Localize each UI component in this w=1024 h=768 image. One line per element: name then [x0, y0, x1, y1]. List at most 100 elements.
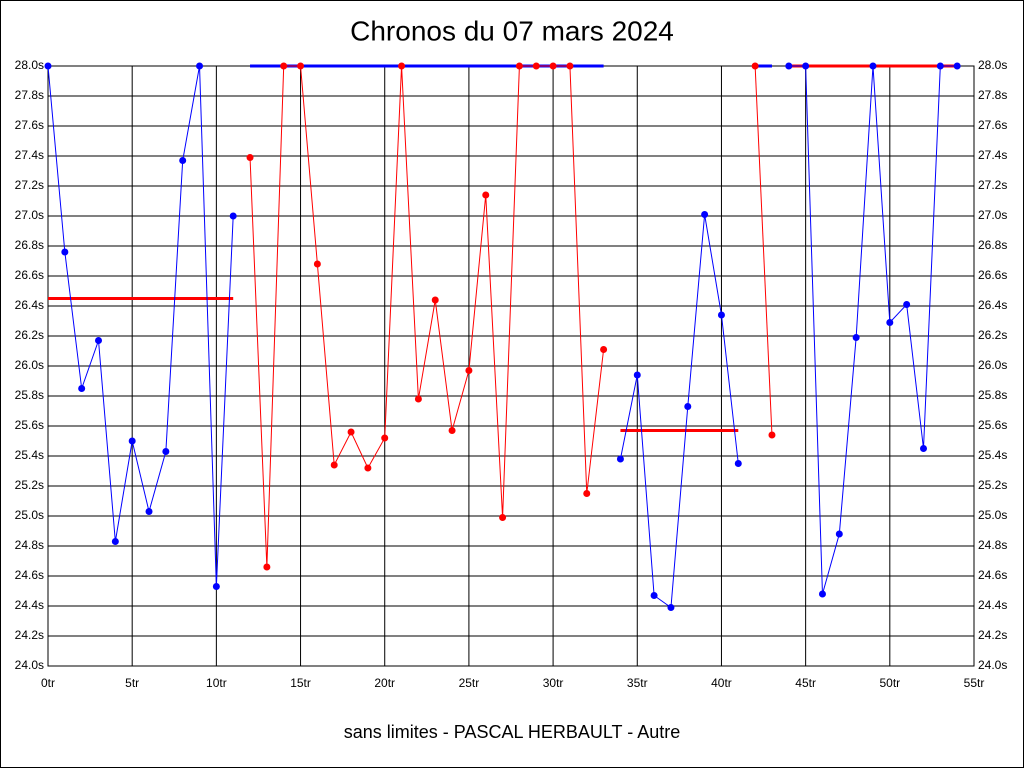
data-point — [566, 62, 574, 70]
x-tick-label: 0tr — [41, 676, 55, 690]
data-point — [44, 62, 52, 70]
x-tick-label: 25tr — [459, 676, 480, 690]
x-tick-label: 55tr — [964, 676, 985, 690]
data-point — [583, 490, 591, 497]
y2-tick-label: 27.2s — [978, 178, 1007, 192]
data-point — [835, 530, 843, 538]
x-tick-label: 20tr — [374, 676, 395, 690]
data-point — [684, 403, 692, 410]
y2-tick-label: 24.2s — [978, 628, 1007, 642]
data-point — [347, 428, 355, 436]
data-point — [785, 62, 793, 70]
data-point — [111, 538, 119, 545]
data-point — [61, 248, 69, 256]
data-point — [869, 62, 877, 70]
x-tick-label: 50tr — [879, 676, 900, 690]
data-point — [128, 437, 136, 445]
y2-tick-label: 25.4s — [978, 448, 1007, 462]
y-tick-label: 26.2s — [15, 328, 44, 342]
y2-tick-label: 24.4s — [978, 598, 1007, 612]
y2-tick-label: 25.2s — [978, 478, 1007, 492]
data-point — [953, 62, 961, 70]
data-point — [313, 260, 321, 268]
y-tick-label: 26.0s — [15, 358, 44, 372]
data-point — [802, 62, 810, 70]
y-tick-label: 27.4s — [15, 148, 44, 162]
y-tick-label: 27.0s — [15, 208, 44, 222]
data-point — [818, 590, 826, 598]
x-tick-label: 30tr — [543, 676, 564, 690]
x-tick-label: 40tr — [711, 676, 732, 690]
data-point — [532, 62, 540, 70]
y2-tick-label: 26.4s — [978, 298, 1007, 312]
y-tick-label: 28.0s — [15, 58, 44, 72]
data-point — [263, 563, 271, 571]
data-point — [246, 154, 254, 161]
y2-tick-label: 26.0s — [978, 358, 1007, 372]
y-tick-label: 24.6s — [15, 568, 44, 582]
x-tick-label: 10tr — [206, 676, 227, 690]
y-tick-label: 25.8s — [15, 388, 44, 402]
y2-tick-label: 25.8s — [978, 388, 1007, 402]
series-line — [47, 65, 234, 587]
data-point — [734, 460, 742, 467]
data-point — [179, 157, 187, 164]
y-tick-label: 25.0s — [15, 508, 44, 522]
y2-tick-label: 24.6s — [978, 568, 1007, 582]
data-point — [95, 337, 103, 344]
y-tick-label: 25.2s — [15, 478, 44, 492]
y2-tick-label: 27.8s — [978, 88, 1007, 102]
data-point — [364, 464, 372, 472]
data-point — [549, 62, 557, 70]
y-tick-label: 26.4s — [15, 298, 44, 312]
data-point — [145, 508, 153, 515]
x-tick-label: 5tr — [125, 676, 139, 690]
data-point — [936, 62, 944, 70]
x-tick-label: 45tr — [795, 676, 816, 690]
data-point — [852, 334, 860, 341]
y-tick-label: 24.0s — [15, 658, 44, 672]
data-point — [330, 461, 338, 469]
y-tick-label: 26.8s — [15, 238, 44, 252]
y2-tick-label: 26.8s — [978, 238, 1007, 252]
y-tick-label: 25.4s — [15, 448, 44, 462]
chart-subtitle: sans limites - PASCAL HERBAULT - Autre — [344, 722, 680, 742]
y2-tick-label: 26.6s — [978, 268, 1007, 282]
data-point — [78, 385, 86, 392]
y2-tick-label: 25.0s — [978, 508, 1007, 522]
y-tick-label: 26.6s — [15, 268, 44, 282]
series-line — [249, 65, 605, 568]
data-point — [701, 211, 709, 218]
data-point — [717, 311, 725, 319]
data-point — [650, 592, 658, 599]
y-tick-label: 24.8s — [15, 538, 44, 552]
y2-tick-label: 25.6s — [978, 418, 1007, 432]
data-point — [616, 455, 624, 463]
data-point — [381, 434, 389, 442]
data-point — [768, 431, 776, 439]
data-point — [431, 296, 439, 304]
x-tick-label: 35tr — [627, 676, 648, 690]
chart-title: Chronos du 07 mars 2024 — [350, 15, 674, 46]
data-point — [448, 427, 456, 434]
data-point — [297, 62, 305, 70]
data-point — [903, 301, 911, 308]
y2-tick-label: 27.4s — [978, 148, 1007, 162]
data-point — [465, 367, 473, 374]
data-point — [886, 319, 894, 326]
data-point — [667, 604, 675, 611]
data-point — [482, 191, 490, 199]
data-point — [600, 346, 608, 353]
series-line — [619, 214, 739, 609]
data-point — [751, 62, 759, 70]
data-point — [212, 583, 220, 590]
y-tick-label: 25.6s — [15, 418, 44, 432]
data-point — [499, 514, 507, 521]
data-point — [919, 445, 927, 452]
y-tick-label: 24.4s — [15, 598, 44, 612]
y-tick-label: 27.8s — [15, 88, 44, 102]
data-point — [162, 448, 170, 455]
data-point — [515, 62, 523, 70]
